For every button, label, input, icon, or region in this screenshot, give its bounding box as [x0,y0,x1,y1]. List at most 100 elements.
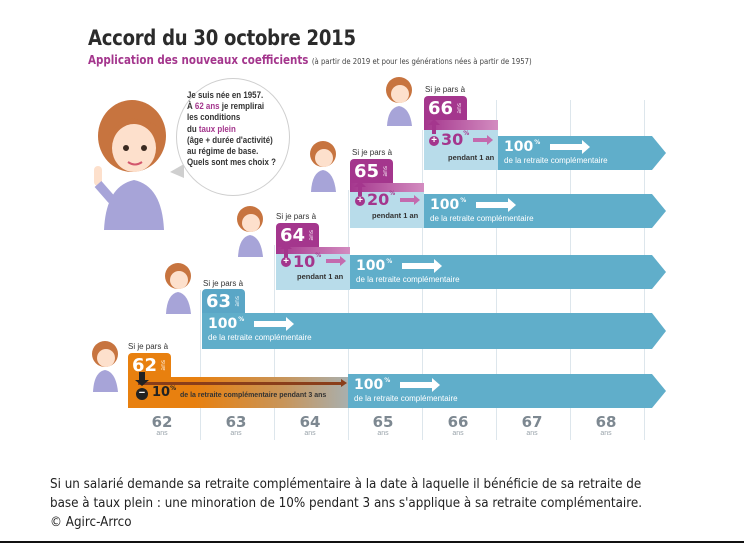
malus-arrow-icon [138,379,347,387]
axis-unit: ans [377,430,389,437]
bubble-highlight: taux plein [198,123,236,134]
axis-age: 68 [595,413,617,431]
image-caption: Si un salarié demande sa retraite complé… [50,477,643,530]
bubble-line: Quels sont mes choix ? [187,157,276,168]
pct-unit: % [384,377,391,384]
row-62-malus-label: de la retraite complémentaire pendant 3 … [180,392,327,399]
axis-tick: 67 ans [507,414,557,438]
speech-bubble [176,78,290,196]
arrow-right-icon [254,317,294,331]
bubble-line: À 62 ans je remplirai [187,101,284,112]
bonus-unit: % [389,190,396,197]
axis-tick: 63 ans [211,414,261,438]
age-value: 66 [428,97,454,119]
plus-icon: + [355,196,365,206]
row-63-age-badge: 63 ans [202,289,246,313]
row-66-intro: Si je pars à [425,85,466,94]
row-66-period: pendant 1 an [448,153,495,162]
axis-age: 62 [151,413,173,431]
axis-unit: ans [304,430,316,437]
age-unit: ans [308,229,316,241]
divider [0,541,744,543]
bar-tip [652,194,666,228]
pct-value: 100 [356,258,386,274]
full-pct: 100% [356,258,392,274]
axis-age: 64 [299,413,321,431]
woman-small-avatar-icon [310,141,336,192]
woman-small-avatar-icon [92,341,118,392]
woman-avatar-icon [94,100,166,230]
bar-tip [652,136,666,170]
row-64-full-bar: 100% de la retraite complémentaire [350,255,666,289]
bar-tip [652,255,666,289]
pct-unit: % [386,258,393,265]
plus-icon: + [429,136,439,146]
row-65-intro: Si je pars à [352,148,393,157]
bubble-text-part: du [187,123,199,134]
row-66-full-bar: 100% de la retraite complémentaire [498,136,666,170]
age-value: 62 [132,354,158,376]
row-62-malus: 10% [152,385,176,400]
row-62-intro: Si je pars à [128,342,169,351]
row-62-age-badge: 62 ans [128,353,172,377]
row-66-age-badge: 66 ans [424,96,468,120]
axis-unit: ans [452,430,464,437]
axis-tick: 62 ans [137,414,187,438]
row-65-bonus: 20% [367,190,395,209]
plus-icon: + [281,257,291,267]
row-66-purple-band [424,120,498,130]
malus-value: 10 [152,385,171,400]
infographic-subtitle: Application des nouveaux coefficients (à … [88,53,532,67]
arrow-right-icon [326,256,346,266]
row-65-period: pendant 1 an [372,211,419,220]
bubble-line: les conditions [187,112,241,123]
speech-bubble-text: Je suis née en 1957. À 62 ans je remplir… [187,90,284,168]
bubble-text-part: À [187,101,195,112]
row-64-bonus: 10% [293,252,321,271]
arrow-right-icon [476,198,516,212]
row-65-age-badge: 65 ans [350,159,394,183]
row-66-bonus: 30% [441,130,469,149]
up-arrow-icon [428,119,440,134]
axis-age: 63 [225,413,247,431]
bubble-line: Je suis née en 1957. [187,90,264,100]
arrow-right-icon [473,135,493,145]
malus-unit: % [170,385,177,392]
row-63-intro: Si je pars à [203,279,244,288]
woman-small-avatar-icon [237,206,263,257]
axis-tick: 66 ans [433,414,483,438]
age-value: 64 [280,224,306,246]
pct-unit: % [460,197,467,204]
axis-age: 66 [447,413,469,431]
full-pct: 100% [208,316,244,332]
arrow-right-icon [400,195,420,205]
bar-tip [652,374,666,408]
bar-tip [652,313,666,349]
bubble-highlight: 62 ans [194,101,220,112]
bubble-line: (âge + durée d'activité) [187,134,273,145]
bubble-line: du taux plein [187,124,284,135]
row-65-purple-band [350,183,424,192]
row-64-intro: Si je pars à [276,212,317,221]
pct-value: 100 [354,377,384,393]
age-unit: ans [456,102,464,114]
arrow-right-icon [402,259,442,273]
row-65-full-bar: 100% de la retraite complémentaire [424,194,666,228]
full-label: de la retraite complémentaire [430,214,534,223]
bonus-value: 30 [441,130,464,149]
subtitle-main: Application des nouveaux coefficients [88,53,309,67]
arrow-right-icon [550,140,590,154]
row-63-full-bar: 100% de la retraite complémentaire [202,313,666,349]
age-unit: ans [382,165,390,177]
pct-value: 100 [208,316,238,332]
axis-unit: ans [526,430,538,437]
woman-small-avatar-icon [165,263,191,314]
grid-line [200,290,201,440]
pct-value: 100 [504,139,534,155]
axis-unit: ans [156,430,168,437]
axis-tick: 65 ans [358,414,408,438]
axis-age: 65 [372,413,394,431]
pct-unit: % [534,139,541,146]
full-label: de la retraite complémentaire [208,333,312,342]
bubble-text-part: je remplirai [219,101,265,112]
